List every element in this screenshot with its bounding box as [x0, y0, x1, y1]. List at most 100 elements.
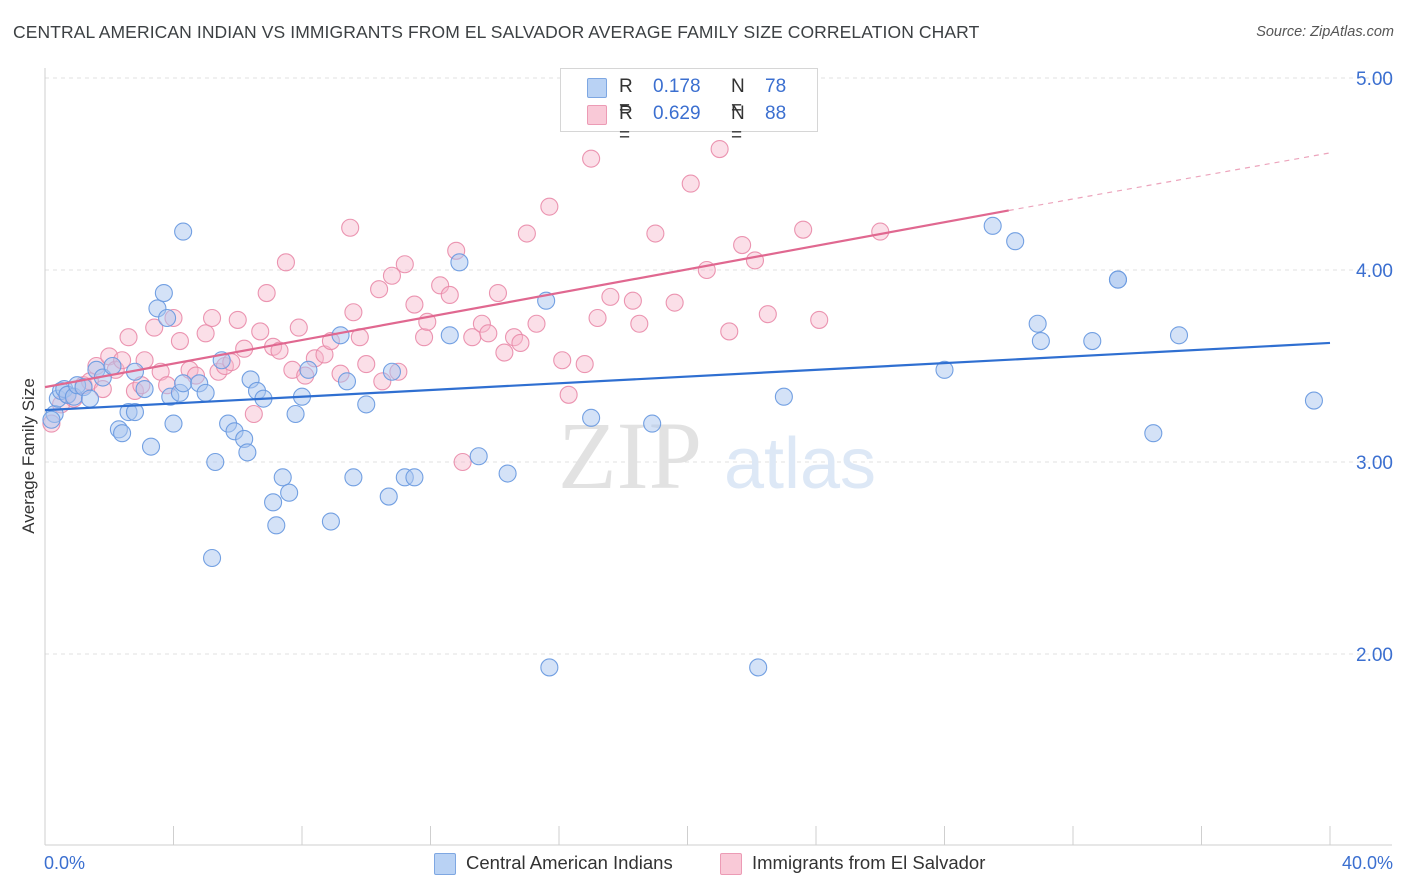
data-point-immigrants-from-el-salvador: [341, 218, 360, 237]
data-point-immigrants-from-el-salvador: [415, 328, 434, 347]
data-point-immigrants-from-el-salvador: [472, 314, 491, 333]
data-point-immigrants-from-el-salvador: [228, 310, 247, 329]
watermark: ZIP atlas: [558, 402, 876, 509]
data-point-immigrants-from-el-salvador: [871, 222, 890, 241]
data-point-immigrants-from-el-salvador: [601, 287, 620, 306]
data-point-central-american-indians: [749, 658, 768, 677]
data-point-immigrants-from-el-salvador: [527, 314, 546, 333]
data-point-immigrants-from-el-salvador: [710, 139, 729, 159]
data-point-central-american-indians: [113, 424, 132, 443]
trend-line-immigrants-from-el-salvador: [44, 209, 1009, 389]
data-point-immigrants-from-el-salvador: [810, 310, 829, 329]
data-point-central-american-indians: [280, 483, 299, 502]
data-point-immigrants-from-el-salvador: [196, 324, 215, 343]
y-tick-label: 5.00: [1356, 69, 1393, 90]
data-point-immigrants-from-el-salvador: [370, 280, 389, 299]
correlation-legend: R = 0.178 N = 78 R = 0.629 N = 88: [560, 68, 818, 146]
data-point-immigrants-from-el-salvador: [405, 295, 424, 314]
data-point-central-american-indians: [158, 308, 177, 328]
data-point-immigrants-from-el-salvador: [145, 318, 164, 337]
data-point-central-american-indians: [440, 326, 459, 345]
data-point-central-american-indians: [1028, 314, 1047, 333]
y-axis-label: Average Family Size: [19, 378, 38, 534]
legend-r-value: 0.629: [653, 103, 701, 124]
data-point-immigrants-from-el-salvador: [170, 331, 189, 351]
data-point-immigrants-from-el-salvador: [488, 283, 508, 303]
data-point-central-american-indians: [80, 389, 100, 408]
data-point-central-american-indians: [382, 362, 402, 381]
data-point-immigrants-from-el-salvador: [517, 224, 536, 243]
legend-n-value: 88: [765, 103, 787, 124]
data-point-immigrants-from-el-salvador: [244, 404, 263, 424]
data-point-central-american-indians: [1169, 326, 1189, 345]
data-point-immigrants-from-el-salvador: [440, 285, 459, 305]
gridlines: [45, 77, 1392, 655]
data-point-central-american-indians: [1108, 270, 1128, 289]
trend-line-extension-immigrants-from-el-salvador: [1008, 152, 1331, 212]
data-point-central-american-indians: [273, 468, 292, 487]
tick-labels: 2.00 3.00 4.00 5.00 0.0% 40.0%: [44, 69, 1393, 873]
data-point-central-american-indians: [1304, 391, 1323, 410]
data-point-central-american-indians: [540, 658, 559, 677]
data-point-immigrants-from-el-salvador: [553, 351, 572, 370]
legend-r-label: R =: [619, 103, 633, 146]
x-tick-label: 0.0%: [44, 853, 85, 873]
watermark-atlas: atlas: [724, 424, 876, 504]
data-point-central-american-indians: [299, 360, 318, 379]
data-point-immigrants-from-el-salvador: [276, 253, 295, 272]
bottom-legend-swatch-blue: [434, 853, 456, 875]
data-point-immigrants-from-el-salvador: [511, 333, 530, 353]
axes: [44, 68, 1392, 846]
trend-lines: [44, 152, 1331, 412]
source-label: Source: ZipAtlas.com: [1256, 24, 1394, 40]
series-immigrants-from-el-salvador-points: [42, 139, 890, 472]
data-point-central-american-indians: [774, 387, 793, 406]
data-point-immigrants-from-el-salvador: [495, 343, 514, 362]
data-point-immigrants-from-el-salvador: [745, 251, 765, 270]
data-point-immigrants-from-el-salvador: [681, 174, 700, 193]
data-point-central-american-indians: [582, 408, 601, 427]
data-point-immigrants-from-el-salvador: [119, 328, 138, 347]
data-point-central-american-indians: [206, 452, 225, 472]
data-point-immigrants-from-el-salvador: [479, 324, 498, 343]
data-point-central-american-indians: [1144, 424, 1163, 443]
data-point-central-american-indians: [1006, 232, 1025, 251]
data-point-immigrants-from-el-salvador: [257, 283, 276, 303]
data-point-central-american-indians: [405, 468, 424, 487]
data-point-immigrants-from-el-salvador: [646, 224, 665, 243]
data-point-immigrants-from-el-salvador: [289, 318, 308, 337]
data-point-central-american-indians: [125, 403, 144, 422]
legend-swatch-blue: [587, 78, 607, 98]
data-point-central-american-indians: [344, 468, 363, 487]
data-point-central-american-indians: [203, 548, 222, 568]
data-point-immigrants-from-el-salvador: [665, 293, 684, 312]
data-point-central-american-indians: [174, 222, 193, 241]
data-point-central-american-indians: [196, 383, 215, 402]
data-point-central-american-indians: [103, 356, 122, 376]
data-point-immigrants-from-el-salvador: [382, 266, 402, 285]
data-point-central-american-indians: [379, 487, 398, 506]
legend-r-label: R =: [619, 76, 633, 119]
data-point-immigrants-from-el-salvador: [630, 314, 649, 333]
data-point-central-american-indians: [264, 493, 283, 512]
data-point-central-american-indians: [135, 379, 154, 399]
data-point-immigrants-from-el-salvador: [623, 291, 642, 310]
data-point-immigrants-from-el-salvador: [575, 355, 594, 374]
data-point-central-american-indians: [469, 447, 488, 466]
data-point-immigrants-from-el-salvador: [733, 235, 752, 255]
data-point-immigrants-from-el-salvador: [357, 355, 376, 374]
chart-title: CENTRAL AMERICAN INDIAN VS IMMIGRANTS FR…: [13, 22, 980, 42]
data-point-central-american-indians: [154, 283, 173, 303]
data-point-immigrants-from-el-salvador: [251, 322, 270, 341]
data-point-central-american-indians: [1031, 331, 1050, 351]
bottom-legend-label: Central American Indians: [466, 852, 673, 873]
data-point-immigrants-from-el-salvador: [540, 197, 559, 216]
legend-r-value: 0.178: [653, 76, 701, 97]
data-point-immigrants-from-el-salvador: [203, 308, 222, 328]
data-point-central-american-indians: [643, 414, 662, 433]
legend-n-label: N =: [731, 103, 745, 146]
bottom-legend-label: Immigrants from El Salvador: [752, 852, 986, 873]
series-central-american-indians-points: [42, 84, 1323, 677]
data-point-immigrants-from-el-salvador: [431, 276, 450, 295]
